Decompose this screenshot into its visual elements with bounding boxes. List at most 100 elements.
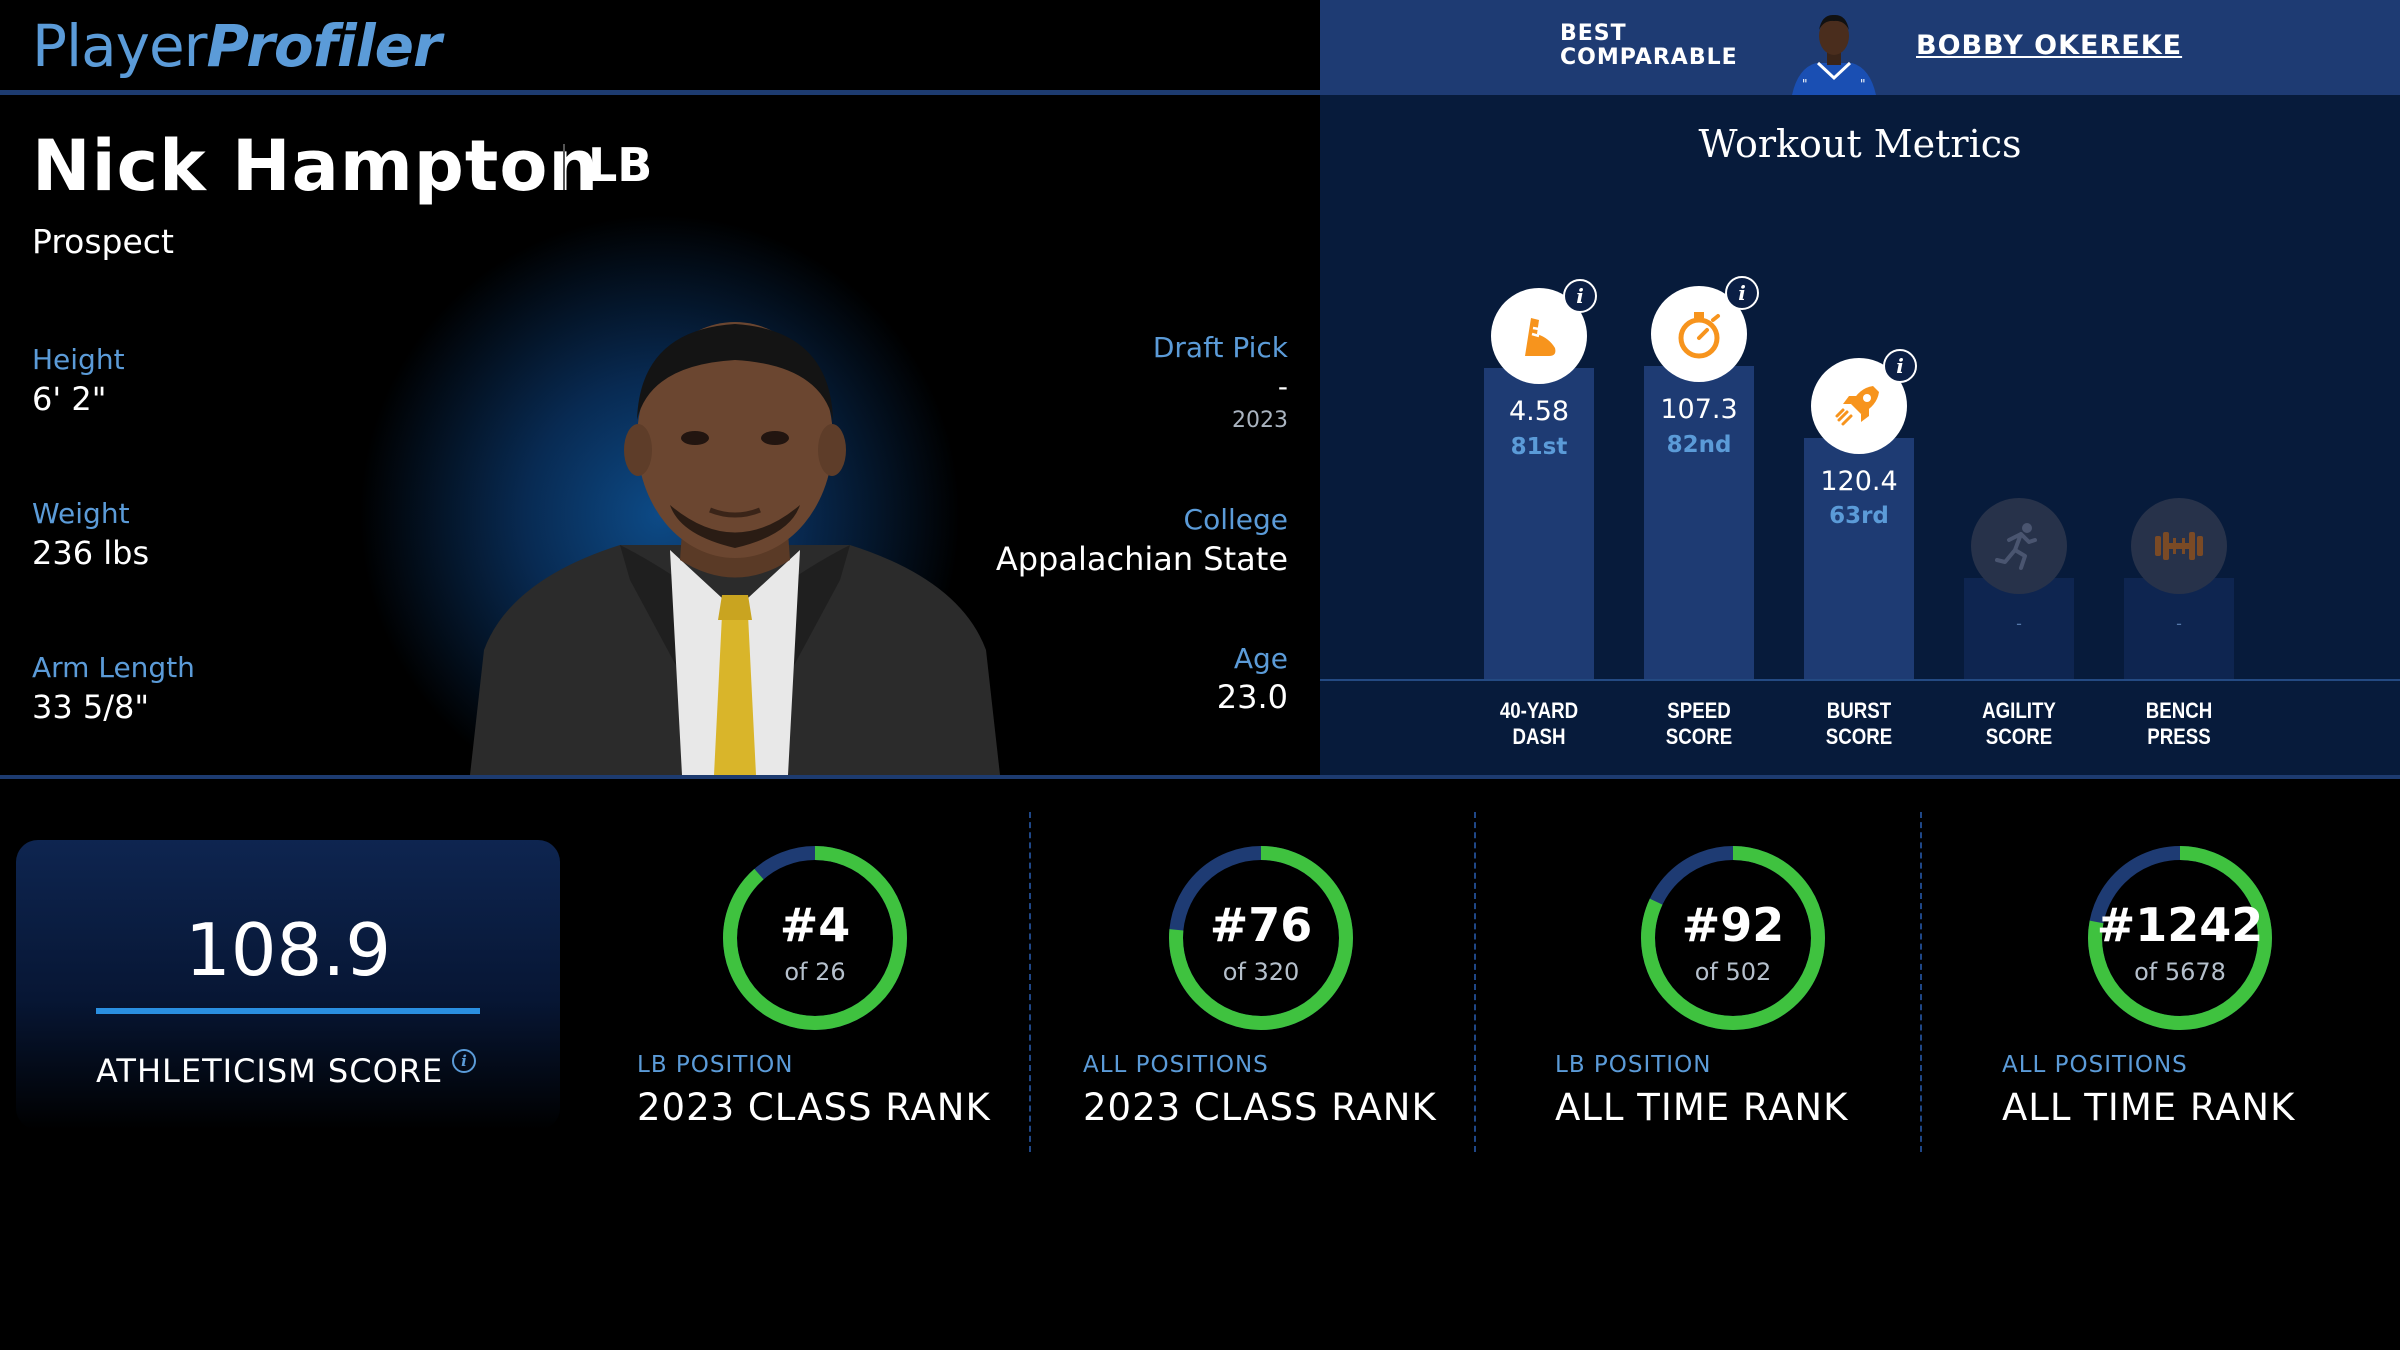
rank-subtitle: LB POSITION — [1555, 1052, 1712, 1078]
weight-value: 236 lbs — [32, 534, 150, 572]
comparable-player-link[interactable]: BOBBY OKEREKE — [1916, 30, 2183, 61]
dumbbell-icon — [2155, 532, 2203, 560]
svg-text:": " — [1860, 77, 1866, 91]
rank-total: of 5678 — [2134, 958, 2226, 986]
forty-yard-value: 4.58 — [1508, 396, 1570, 427]
speed-score-label-line2: SCORE — [1665, 724, 1733, 749]
bench-press-label-line1: BENCH — [2145, 698, 2213, 723]
rank-number: #4 — [779, 898, 851, 952]
arm-length-label: Arm Length — [32, 651, 195, 684]
rank-total: of 320 — [1222, 958, 1300, 986]
weight-label: Weight — [32, 497, 130, 530]
rank-block-lb-class: #4 of 26 LB POSITION 2023 CLASS RANK — [637, 840, 1047, 1140]
speed-score-icon-bubble[interactable] — [1651, 286, 1747, 382]
burst-score-icon-bubble[interactable] — [1811, 358, 1907, 454]
athleticism-score-value: 108.9 — [184, 908, 392, 992]
bench-press-value: - — [2176, 614, 2182, 633]
burst-score-percentile: 63rd — [1829, 503, 1889, 529]
college-value: Appalachian State — [995, 540, 1288, 578]
draft-year: 2023 — [1232, 408, 1288, 433]
speed-score-label: SPEED SCORE — [1640, 698, 1759, 750]
best-comparable-line2: COMPARABLE — [1560, 45, 1738, 70]
logo-player: Player — [32, 12, 207, 80]
rank-title: ALL TIME RANK — [2002, 1086, 2296, 1129]
section-divider — [0, 775, 2400, 779]
forty-yard-bar — [1484, 368, 1594, 679]
speed-score-label-line1: SPEED — [1667, 698, 1731, 723]
runner-icon — [1995, 523, 2037, 570]
agility-score-label: AGILITY SCORE — [1960, 698, 2079, 750]
speed-score-bar — [1644, 366, 1754, 679]
stopwatch-icon — [1678, 312, 1720, 359]
rank-block-all-class: #76 of 320 ALL POSITIONS 2023 CLASS RANK — [1083, 840, 1493, 1140]
rank-title: 2023 CLASS RANK — [637, 1086, 991, 1129]
rank-ring-all-alltime — [2088, 846, 2272, 1030]
rocket-icon — [1835, 386, 1879, 426]
rank-number: #76 — [1209, 898, 1313, 952]
forty-yard-info-icon[interactable]: i — [1563, 279, 1597, 313]
rank-total: of 26 — [784, 958, 846, 986]
burst-score-label-line2: SCORE — [1825, 724, 1893, 749]
draft-pick-value: - — [1277, 370, 1288, 403]
agility-score-label-line2: SCORE — [1985, 724, 2053, 749]
burst-score-label: BURST SCORE — [1800, 698, 1919, 750]
age-value: 23.0 — [1216, 678, 1288, 716]
rank-subtitle: ALL POSITIONS — [2002, 1052, 2188, 1078]
player-name: Nick Hampton — [32, 125, 600, 207]
forty-yard-percentile: 81st — [1510, 434, 1568, 460]
athleticism-score-bar — [96, 1008, 480, 1014]
best-comparable-line1: BEST — [1560, 21, 1627, 46]
college-label: College — [1183, 503, 1288, 536]
bench-press-icon-bubble[interactable] — [2131, 498, 2227, 594]
rank-title: 2023 CLASS RANK — [1083, 1086, 1437, 1129]
name-separator — [563, 144, 565, 190]
header-bar — [0, 0, 1320, 92]
rank-title: ALL TIME RANK — [1555, 1086, 1849, 1129]
rank-ring-lb-alltime — [1641, 846, 1825, 1030]
metrics-baseline — [1320, 679, 2400, 681]
forty-yard-icon-bubble[interactable] — [1491, 288, 1587, 384]
burst-score-info-icon[interactable]: i — [1883, 349, 1917, 383]
agility-score-label-line1: AGILITY — [1982, 698, 2056, 723]
speed-score-info-icon[interactable]: i — [1725, 276, 1759, 310]
comparable-avatar: " " — [1784, 8, 1884, 95]
rank-total: of 502 — [1694, 958, 1772, 986]
age-label: Age — [1233, 642, 1288, 675]
shoe-icon — [1525, 318, 1556, 356]
rank-ring-all-class — [1169, 846, 1353, 1030]
forty-yard-label-line1: 40-YARD — [1499, 698, 1579, 723]
burst-score-bar — [1804, 438, 1914, 679]
athleticism-score-label: ATHLETICISM SCORE — [96, 1052, 444, 1090]
header-divider — [0, 90, 1320, 95]
bench-press-bar — [2124, 578, 2234, 679]
burst-score-value: 120.4 — [1820, 466, 1898, 497]
rank-block-lb-alltime: #92 of 502 LB POSITION ALL TIME RANK — [1555, 840, 1965, 1140]
height-value: 6' 2" — [32, 380, 107, 418]
speed-score-percentile: 82nd — [1666, 432, 1732, 458]
rank-subtitle: LB POSITION — [637, 1052, 794, 1078]
player-position: LB — [588, 138, 653, 192]
height-label: Height — [32, 343, 125, 376]
player-photo — [470, 320, 1000, 775]
forty-yard-label-line2: DASH — [1512, 724, 1566, 749]
agility-score-icon-bubble[interactable] — [1971, 498, 2067, 594]
rank-number: #92 — [1681, 898, 1785, 952]
arm-length-value: 33 5/8" — [32, 688, 150, 726]
forty-yard-label: 40-YARD DASH — [1480, 698, 1599, 750]
bench-press-label-line2: PRESS — [2147, 724, 2211, 749]
player-status: Prospect — [32, 222, 174, 261]
rank-number: #1242 — [2096, 898, 2264, 952]
workout-metrics-title: Workout Metrics — [1698, 122, 2022, 166]
burst-score-label-line1: BURST — [1826, 698, 1892, 723]
rank-divider — [1474, 812, 1476, 1152]
rank-divider — [1920, 812, 1922, 1152]
best-comparable-label: BEST COMPARABLE — [1560, 22, 1738, 70]
bench-press-label: BENCH PRESS — [2120, 698, 2239, 750]
speed-score-value: 107.3 — [1660, 394, 1738, 425]
athleticism-score-card — [16, 840, 560, 1130]
draft-pick-label: Draft Pick — [1152, 331, 1288, 364]
site-logo[interactable]: PlayerProfiler — [32, 12, 442, 80]
svg-text:": " — [1802, 77, 1808, 91]
athleticism-info-icon[interactable]: i — [452, 1049, 476, 1073]
rank-ring-lb-class — [723, 846, 907, 1030]
